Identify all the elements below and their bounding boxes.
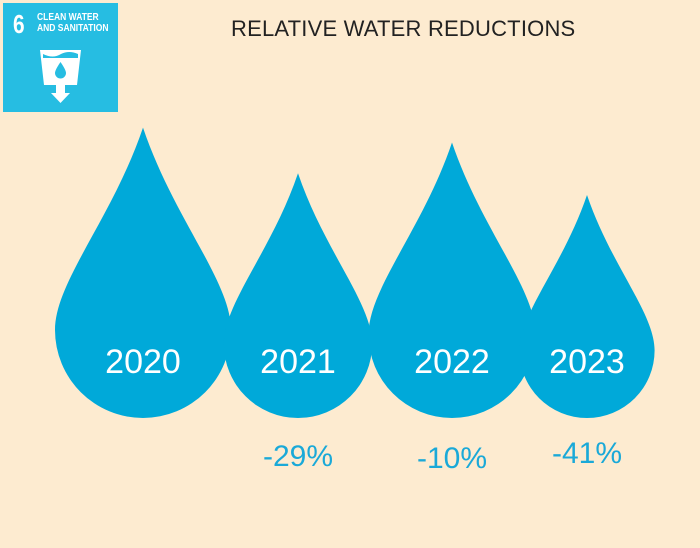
logo-number: 6	[13, 9, 25, 39]
chart-title: RELATIVE WATER REDUCTIONS	[231, 16, 576, 41]
water-drop-2023	[519, 194, 655, 419]
year-label-2021: 2021	[260, 343, 336, 381]
percent-label-2022: -10%	[416, 442, 488, 475]
logo-goal-line1: CLEAN WATER	[37, 12, 99, 23]
percent-label-2023: -41%	[551, 437, 623, 470]
year-label-2020: 2020	[105, 343, 181, 381]
water-drop-2021	[223, 173, 373, 419]
water-drop-2022	[368, 142, 536, 418]
glass-icon	[40, 50, 81, 103]
water-drop-2020	[55, 127, 231, 418]
year-label-2023: 2023	[549, 343, 625, 381]
percent-label-2021: -29%	[262, 440, 334, 473]
logo-goal-text: CLEAN WATER AND SANITATION	[37, 12, 108, 34]
sdg6-logo: 6 CLEAN WATER AND SANITATION	[3, 3, 118, 112]
logo-goal-line2: AND SANITATION	[37, 23, 109, 34]
year-label-2022: 2022	[414, 343, 490, 381]
